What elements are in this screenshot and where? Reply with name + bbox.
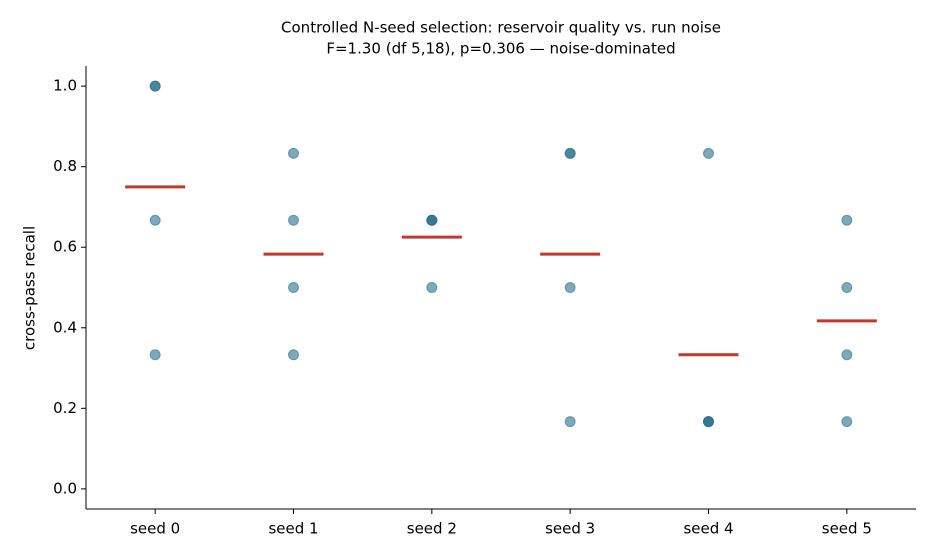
x-tick-label: seed 0 <box>130 520 180 538</box>
y-tick-label: 0.0 <box>53 479 77 497</box>
y-tick-label: 0.6 <box>53 238 77 256</box>
x-tick-label: seed 5 <box>822 520 872 538</box>
x-tick-label: seed 3 <box>545 520 595 538</box>
x-tick-label: seed 2 <box>407 520 457 538</box>
point <box>149 214 161 226</box>
point <box>288 282 299 293</box>
point <box>841 349 853 361</box>
y-tick-label: 0.2 <box>53 399 77 417</box>
point <box>703 416 714 428</box>
point <box>426 214 438 226</box>
point <box>288 214 299 226</box>
y-tick-label: 0.8 <box>53 157 77 175</box>
point <box>288 349 299 361</box>
point <box>564 416 576 428</box>
point <box>564 147 576 159</box>
point <box>841 214 853 226</box>
point <box>426 282 438 293</box>
point <box>841 416 853 428</box>
x-tick-label: seed 4 <box>683 520 733 538</box>
chart-subtitle: F=1.30 (df 5,18), p=0.306 — noise-domina… <box>326 40 675 58</box>
x-tick-label: seed 1 <box>268 520 318 538</box>
point <box>564 282 576 293</box>
point <box>288 147 299 159</box>
point <box>149 80 161 92</box>
y-tick-label: 1.0 <box>53 77 77 95</box>
point <box>149 349 161 361</box>
point <box>841 282 853 293</box>
point <box>703 147 714 159</box>
y-tick-label: 0.4 <box>53 318 77 336</box>
y-axis-label: cross-pass recall <box>21 226 39 350</box>
chart-title: Controlled N-seed selection: reservoir q… <box>281 19 721 37</box>
